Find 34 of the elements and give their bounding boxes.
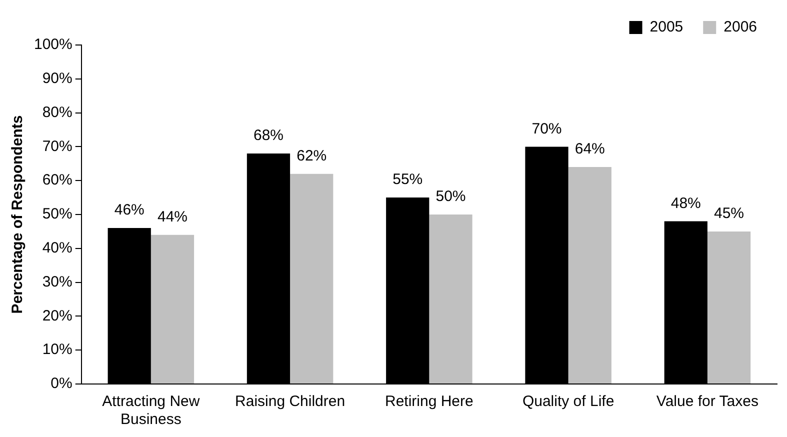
data-label: 68% xyxy=(253,127,284,144)
bar xyxy=(150,234,194,384)
bar xyxy=(568,167,612,384)
y-tick-label: 0% xyxy=(50,375,72,392)
bar xyxy=(429,214,472,384)
y-tick-label: 100% xyxy=(34,36,72,54)
x-tick-label: Attracting New Business xyxy=(102,393,200,428)
y-tick-label: 80% xyxy=(42,104,72,121)
y-tick-label: 50% xyxy=(42,206,72,223)
y-tick-label: 70% xyxy=(42,138,72,155)
y-tick-label: 60% xyxy=(42,172,72,189)
legend-label: 2005 xyxy=(650,18,684,36)
y-tick-label: 30% xyxy=(42,273,72,290)
bar xyxy=(290,174,334,384)
data-label: 62% xyxy=(296,147,327,164)
y-tick-label: 40% xyxy=(42,240,72,257)
data-label: 70% xyxy=(532,120,562,138)
x-tick-label: Retiring Here xyxy=(384,393,474,410)
x-tick-label: Quality of Life xyxy=(522,393,614,410)
data-label: 46% xyxy=(114,202,144,219)
data-label: 55% xyxy=(392,171,423,188)
y-tick-label: 10% xyxy=(42,341,72,358)
y-tick-label: 20% xyxy=(42,307,72,324)
legend-label: 2006 xyxy=(724,18,758,36)
y-tick-label: 90% xyxy=(42,70,72,88)
data-label: 50% xyxy=(436,188,466,206)
data-label: 45% xyxy=(714,205,744,222)
x-tick-label: Value for Taxes xyxy=(656,393,758,410)
y-axis-title: Percentage of Respondents xyxy=(9,115,26,314)
data-label: 64% xyxy=(574,140,605,158)
data-label: 44% xyxy=(157,208,188,226)
x-tick-label: Raising Children xyxy=(235,393,346,410)
bar xyxy=(707,231,751,384)
data-label: 48% xyxy=(670,194,701,212)
